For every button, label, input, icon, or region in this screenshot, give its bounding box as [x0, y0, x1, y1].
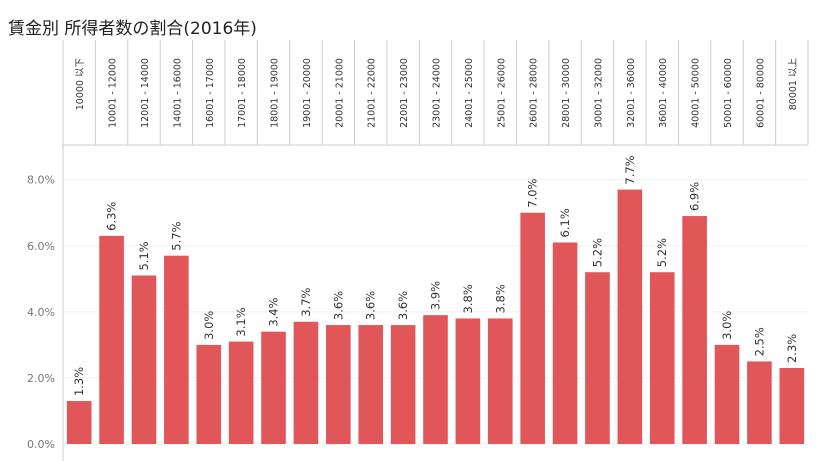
- y-tick-label: 0.0%: [27, 438, 55, 451]
- bar: [358, 325, 384, 444]
- bar: [66, 401, 92, 444]
- bar: [164, 255, 189, 444]
- x-tick-label: 60001 - 80000: [755, 58, 766, 128]
- value-label: 3.0%: [202, 311, 216, 340]
- x-tick-label: 36001 - 40000: [658, 58, 669, 128]
- value-label: 6.1%: [558, 208, 572, 237]
- value-label: 3.6%: [364, 291, 378, 320]
- x-tick-label: 10000 以下: [75, 58, 86, 110]
- value-label: 3.6%: [331, 291, 345, 320]
- x-tick-label: 14001 - 16000: [172, 58, 183, 128]
- bar: [617, 189, 643, 444]
- x-tick-label: 23001 - 24000: [432, 58, 443, 128]
- y-tick-label: 6.0%: [27, 240, 55, 253]
- x-tick-label: 10001 - 12000: [108, 58, 119, 128]
- x-tick-label: 18001 - 19000: [270, 58, 281, 128]
- bar: [131, 275, 157, 444]
- value-label: 3.6%: [396, 291, 410, 320]
- x-tick-label: 40001 - 50000: [691, 58, 702, 128]
- bar: [649, 272, 675, 444]
- value-label: 5.1%: [137, 241, 151, 270]
- value-label: 2.5%: [752, 327, 766, 356]
- x-tick-label: 19001 - 20000: [302, 58, 313, 128]
- x-tick-label: 24001 - 25000: [464, 58, 475, 128]
- bar: [455, 318, 481, 444]
- x-tick-label: 21001 - 22000: [367, 58, 378, 128]
- chart-title: 賃金別 所得者数の割合(2016年): [8, 19, 257, 39]
- x-tick-label: 17001 - 18000: [237, 58, 248, 128]
- value-label: 3.1%: [234, 307, 248, 336]
- value-label: 5.2%: [655, 238, 669, 267]
- value-label: 1.3%: [72, 367, 86, 396]
- bar: [520, 212, 545, 444]
- x-tick-label: 16001 - 17000: [205, 58, 216, 128]
- bar: [228, 341, 254, 444]
- bar: [326, 325, 351, 444]
- value-label: 6.9%: [688, 182, 702, 211]
- value-label: 3.4%: [267, 297, 281, 326]
- bar: [747, 361, 772, 444]
- bar: [423, 315, 448, 444]
- x-tick-label: 28001 - 30000: [561, 58, 572, 128]
- bar: [552, 242, 578, 444]
- bar: [99, 235, 124, 444]
- y-tick-label: 2.0%: [27, 372, 55, 385]
- y-tick-label: 8.0%: [27, 174, 55, 187]
- bar: [293, 321, 319, 444]
- bar: [585, 272, 610, 444]
- x-tick-label: 25001 - 26000: [496, 58, 507, 128]
- value-label: 3.9%: [429, 281, 443, 310]
- x-tick-label: 12001 - 14000: [140, 58, 151, 128]
- value-label: 5.7%: [169, 221, 183, 250]
- x-tick-label: 22001 - 23000: [399, 58, 410, 128]
- value-label: 6.3%: [105, 202, 119, 231]
- value-label: 2.3%: [785, 334, 799, 363]
- bar: [196, 344, 222, 444]
- y-tick-label: 4.0%: [27, 306, 55, 319]
- bar: [714, 344, 740, 444]
- x-tick-label: 50001 - 60000: [723, 58, 734, 128]
- bar: [682, 216, 707, 444]
- bar: [261, 331, 286, 444]
- value-label: 5.2%: [590, 238, 604, 267]
- x-tick-label: 80001 以上: [788, 58, 799, 111]
- value-label: 3.8%: [493, 284, 507, 313]
- value-label: 3.8%: [461, 284, 475, 313]
- x-tick-label: 32001 - 36000: [626, 58, 637, 128]
- bar: [390, 325, 416, 444]
- x-tick-label: 30001 - 32000: [593, 58, 604, 128]
- x-tick-label: 20001 - 21000: [334, 58, 345, 128]
- value-label: 7.7%: [623, 155, 637, 184]
- bar: [487, 318, 513, 444]
- value-label: 3.7%: [299, 287, 313, 316]
- x-tick-label: 26001 - 28000: [529, 58, 540, 128]
- value-label: 7.0%: [526, 178, 540, 207]
- bar: [779, 368, 805, 444]
- value-label: 3.0%: [720, 311, 734, 340]
